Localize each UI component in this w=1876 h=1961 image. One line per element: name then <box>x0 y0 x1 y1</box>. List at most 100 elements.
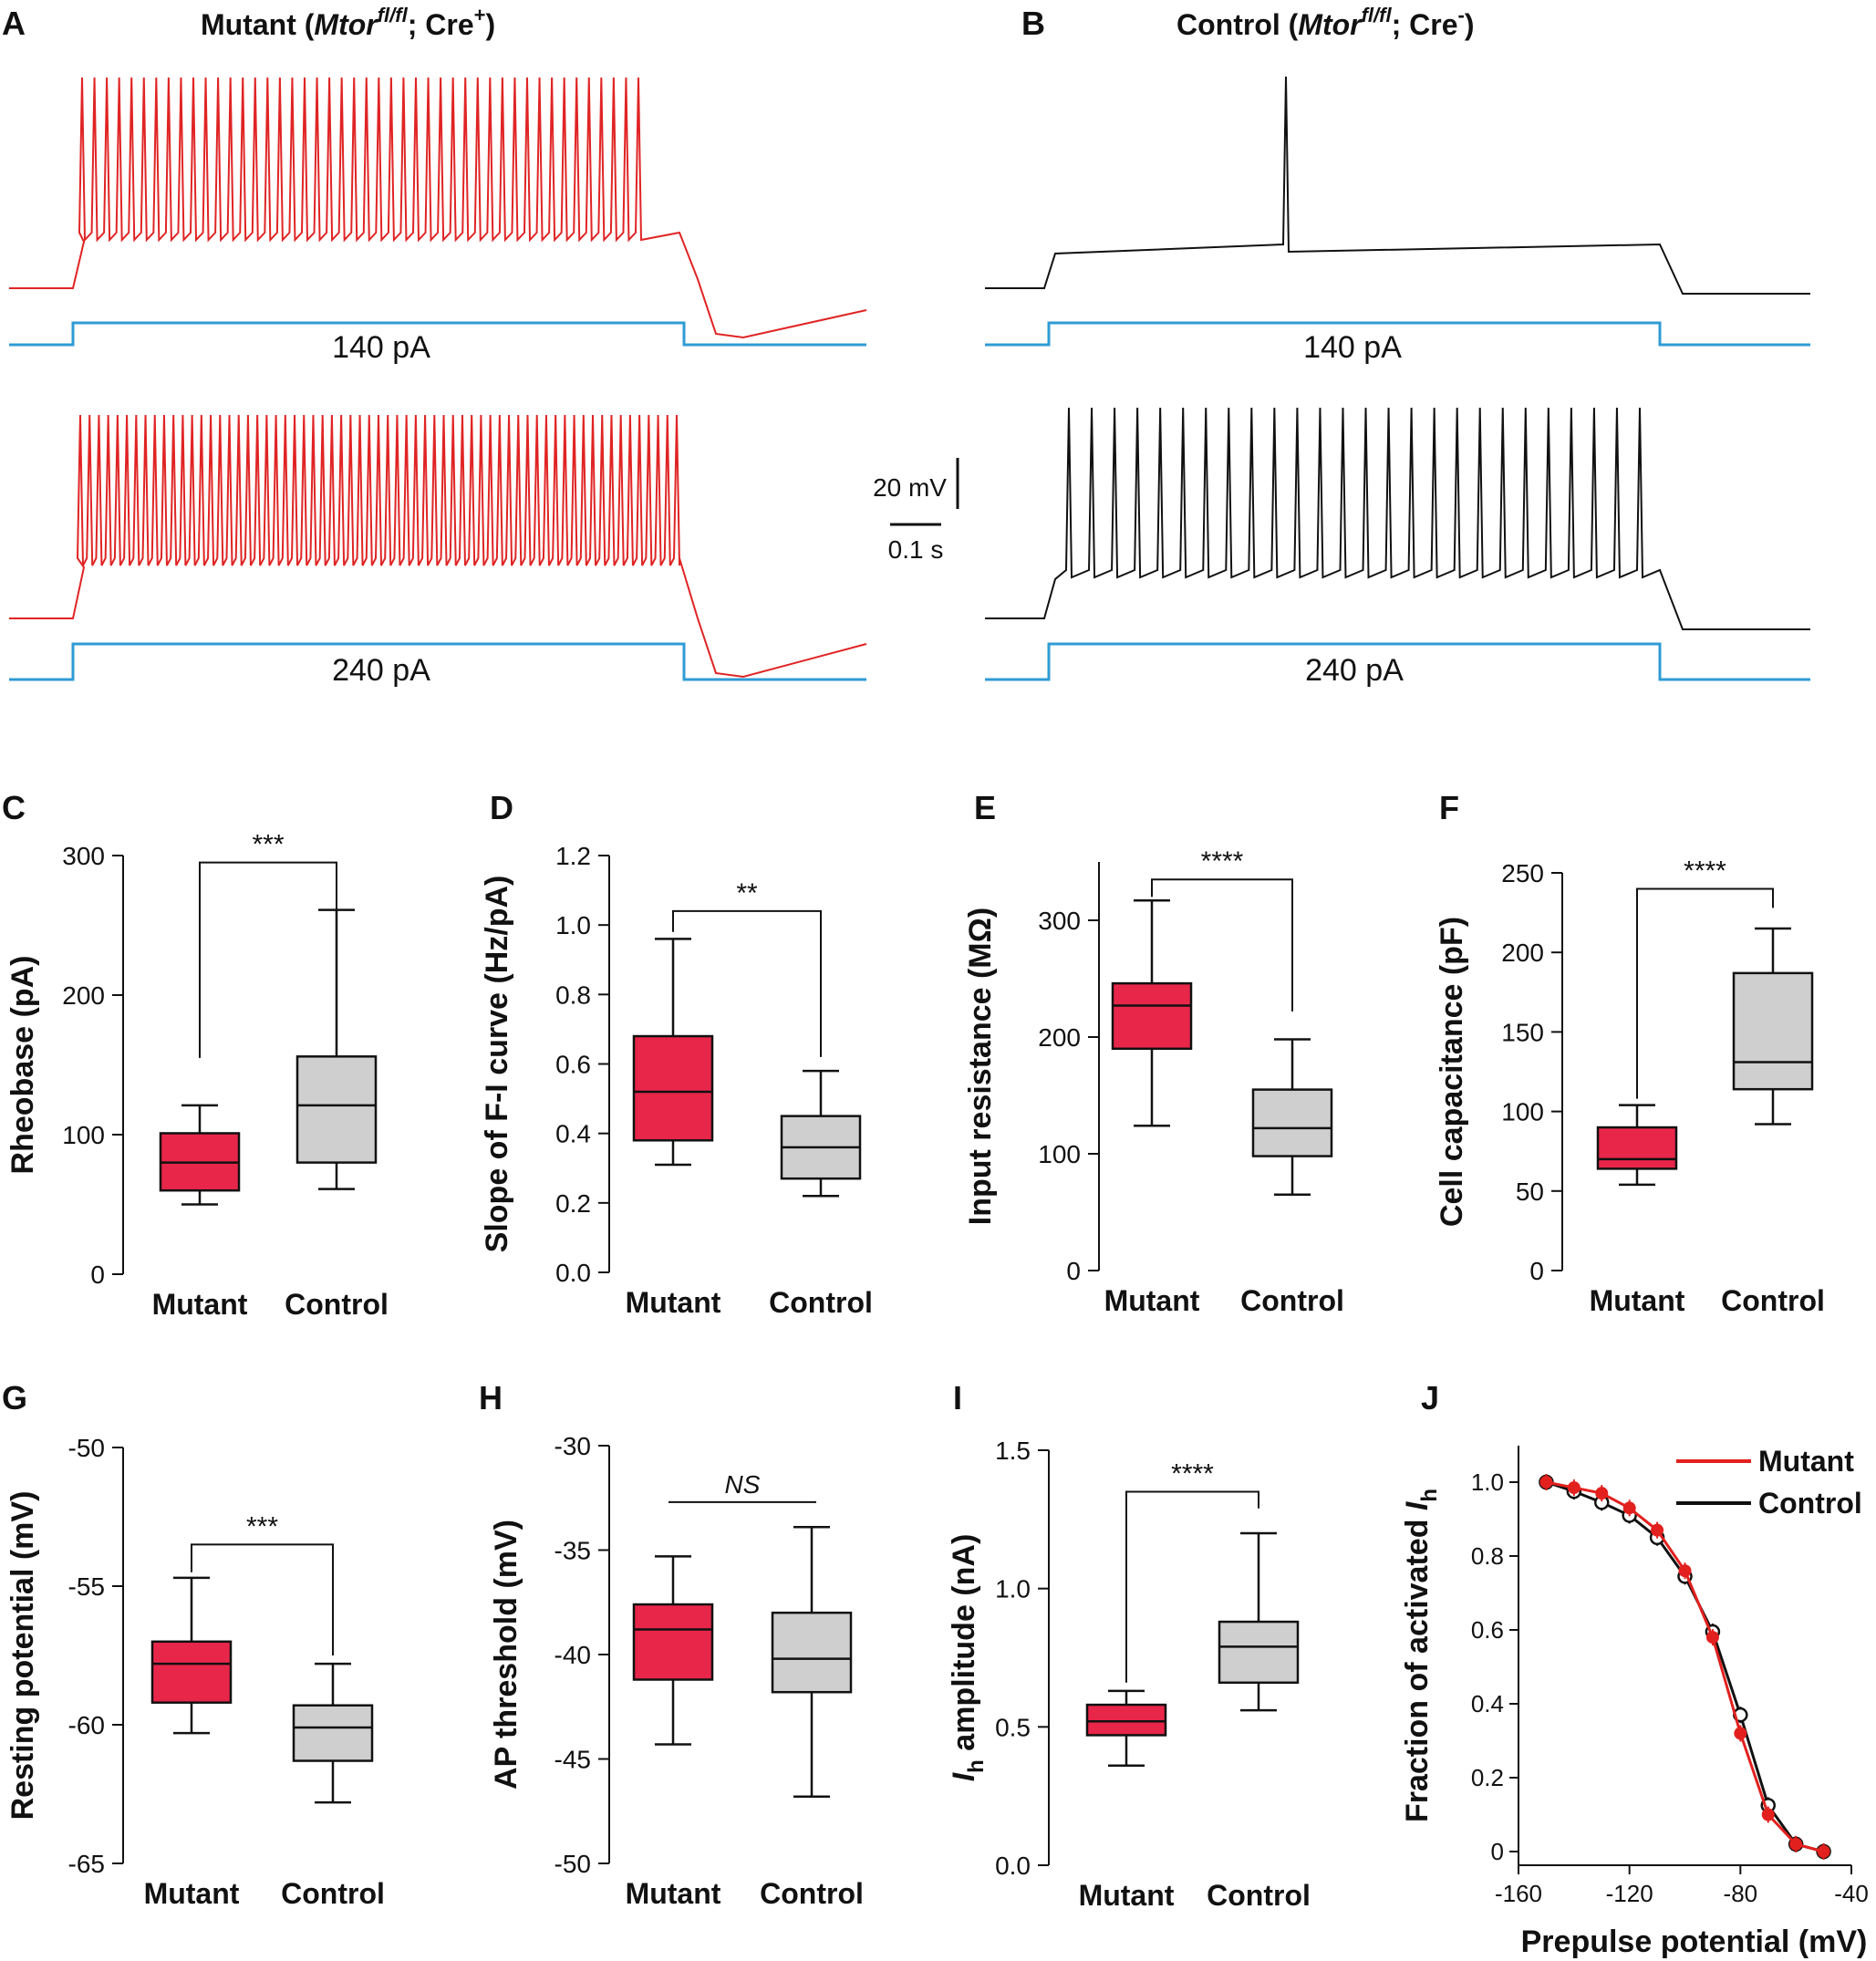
scalebar-time-label: 0.1 s <box>888 535 944 564</box>
y-tick-label: 0.0 <box>995 1852 1031 1880</box>
y-tick-label: 1.0 <box>995 1575 1031 1603</box>
box-control <box>1218 1620 1300 1685</box>
y-tick-label: -40 <box>555 1641 591 1669</box>
y-tick-label: 0.8 <box>1471 1542 1504 1570</box>
y-label-sub: h <box>964 1759 989 1773</box>
stim-label-mutant-140: 140 pA <box>332 330 430 365</box>
significance-bracket <box>191 1543 334 1655</box>
box-control <box>1732 971 1814 1091</box>
trace-mutant-140 <box>9 77 867 339</box>
y-tick-label: 0.2 <box>1471 1764 1504 1791</box>
point-mutant <box>1734 1727 1747 1740</box>
trace-control-140-line <box>985 76 1810 295</box>
panel-a-title: Mutant (Mtorfl/fl; Cre+) <box>201 4 495 41</box>
significance-label: **** <box>1684 856 1726 886</box>
significance-bracket <box>1636 887 1774 1099</box>
chart-h: -50 -45 -40 -35 -30 Mutant Control NS AP thresho… <box>489 1432 864 1910</box>
x-tick-label: -40 <box>1834 1880 1869 1907</box>
y-tick-label: 100 <box>1038 1140 1081 1168</box>
box-mutant <box>1085 1703 1167 1737</box>
y-tick-label: -35 <box>555 1537 591 1565</box>
box-mutant <box>1596 1126 1678 1170</box>
x-tick-label: -80 <box>1724 1880 1758 1907</box>
significance-label: **** <box>1201 846 1244 877</box>
y-axis-label: Rheobase (pA) <box>5 956 40 1175</box>
y-label-italic: I <box>1400 1500 1435 1510</box>
panel-label-g: G <box>2 1379 27 1416</box>
y-tick-label: 50 <box>1516 1178 1544 1206</box>
y-tick-label: -45 <box>555 1746 591 1774</box>
point-mutant <box>1651 1523 1664 1537</box>
panel-label-b: B <box>1021 5 1045 42</box>
y-tick-label: 1.0 <box>1471 1468 1504 1496</box>
x-category-label-mutant: Mutant <box>626 1286 721 1319</box>
significance-bracket <box>1125 1490 1259 1683</box>
y-tick-label: 100 <box>1501 1098 1544 1126</box>
stim-mutant-140 <box>9 321 866 347</box>
x-category-label-mutant: Mutant <box>144 1877 240 1910</box>
chart-c: 0 100 200 300 Mutant Control *** Rheobase (pA) <box>5 830 389 1321</box>
x-category-label-control: Control <box>281 1877 385 1910</box>
y-tick-label: 1.0 <box>555 911 591 939</box>
y-tick-label: 0.2 <box>555 1189 591 1218</box>
panel-label-h: H <box>479 1379 503 1416</box>
trace-mutant-140-line <box>9 77 867 339</box>
significance-bracket <box>1151 878 1293 1012</box>
y-tick-label: 0.6 <box>555 1051 591 1079</box>
y-axis-label: Slope of F-I curve (Hz/pA) <box>480 876 514 1253</box>
chart-d: 0.0 0.2 0.4 0.6 0.8 1.0 1.2 Mutant Control ** Slop… <box>480 842 873 1319</box>
point-mutant <box>1678 1564 1692 1578</box>
stim-label-mutant-240: 240 pA <box>332 653 430 688</box>
box-control <box>1251 1088 1333 1157</box>
x-tick-label: -160 <box>1495 1880 1542 1907</box>
y-tick-label: 0 <box>90 1261 105 1289</box>
x-category-label-control: Control <box>285 1288 389 1321</box>
significance-label: *** <box>246 1511 278 1541</box>
panel-label-f: F <box>1439 789 1459 826</box>
y-label-italic: I <box>947 1771 981 1781</box>
x-category-label-mutant: Mutant <box>1079 1879 1175 1912</box>
legend-label-mutant: Mutant <box>1758 1445 1854 1478</box>
y-axis-label: Resting potential (mV) <box>5 1491 40 1821</box>
significance-label: *** <box>252 830 284 860</box>
y-tick-label: -55 <box>68 1572 105 1601</box>
y-tick-label: 150 <box>1501 1018 1544 1046</box>
box-mutant <box>632 1034 714 1142</box>
box-control <box>295 1055 378 1164</box>
x-category-label-mutant: Mutant <box>1590 1284 1685 1317</box>
significance-label: **** <box>1171 1459 1214 1489</box>
activation-curve-panel: 0 0.2 0.4 0.6 0.8 1.0 -160 -120 -80 -40 Prepulse p… <box>1400 1445 1869 1959</box>
y-label-main: Fraction of activated <box>1400 1510 1435 1822</box>
point-mutant <box>1595 1487 1609 1500</box>
y-tick-label: 0 <box>1529 1257 1544 1285</box>
panel-label-c: C <box>2 789 26 826</box>
chart-i: 0.0 0.5 1.0 1.5 Mutant Control **** Ih amplitud… <box>947 1437 1311 1912</box>
y-tick-label: 0.5 <box>995 1713 1031 1741</box>
y-label-rest: amplitude (nA) <box>947 1534 981 1759</box>
y-tick-label: 1.2 <box>555 842 591 870</box>
y-tick-label: -50 <box>555 1850 591 1878</box>
y-tick-label: 0.0 <box>555 1259 591 1287</box>
x-category-label-mutant: Mutant <box>626 1877 721 1910</box>
box-control <box>771 1611 853 1694</box>
y-tick-label: 1.5 <box>995 1437 1031 1465</box>
x-category-label-control: Control <box>1721 1284 1825 1317</box>
y-axis-label: AP threshold (mV) <box>489 1520 523 1790</box>
x-category-label-control: Control <box>760 1877 864 1910</box>
x-category-label-control: Control <box>1240 1284 1344 1317</box>
stim-mutant-240 <box>9 642 866 681</box>
stim-control-140 <box>985 321 1810 347</box>
y-tick-label: -60 <box>68 1711 105 1739</box>
y-tick-label: -65 <box>68 1850 105 1878</box>
stim-label-control-240: 240 pA <box>1305 653 1404 688</box>
y-tick-label: 300 <box>62 842 105 870</box>
x-category-label-control: Control <box>769 1286 873 1319</box>
y-axis-label: Input resistance (MΩ) <box>963 908 998 1225</box>
y-tick-label: 0 <box>1491 1838 1504 1865</box>
y-tick-label: 0.4 <box>555 1120 591 1148</box>
point-mutant <box>1789 1837 1803 1851</box>
point-mutant <box>1705 1631 1719 1645</box>
panel-label-a: A <box>2 5 26 42</box>
chart-g: -65 -60 -55 -50 Mutant Control *** Resting pote… <box>5 1434 385 1910</box>
